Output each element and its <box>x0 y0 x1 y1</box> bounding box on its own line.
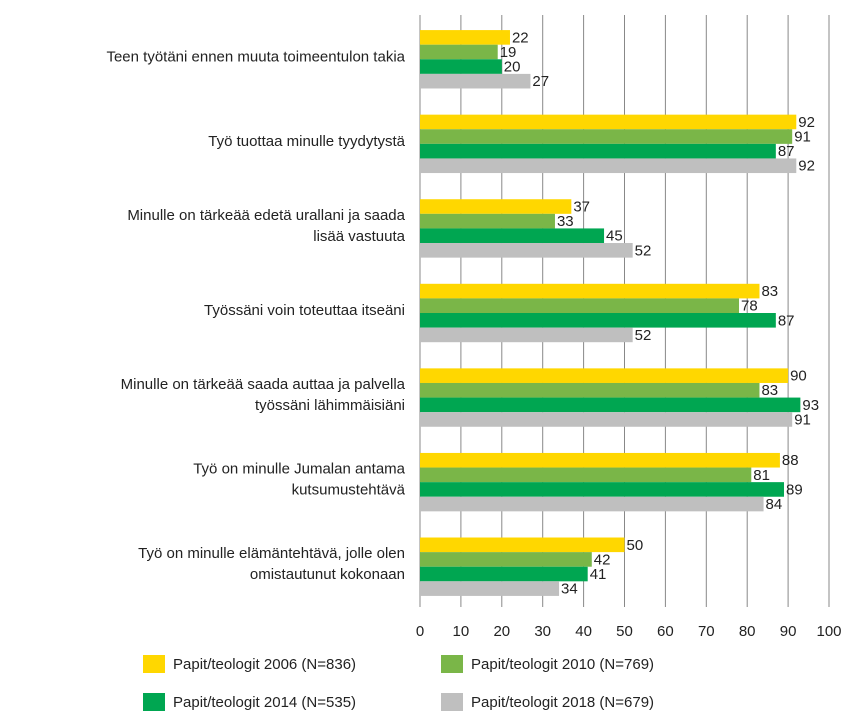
data-label: 89 <box>786 481 803 498</box>
bar <box>420 213 555 229</box>
legend-swatch <box>441 693 463 711</box>
bar <box>420 73 531 89</box>
category-label: Minulle on tärkeää saada auttaa ja palve… <box>121 376 406 393</box>
data-label: 83 <box>761 382 778 399</box>
bar <box>420 298 740 313</box>
bar <box>420 283 760 299</box>
legend-swatch <box>143 693 165 711</box>
bar <box>420 59 502 74</box>
data-label: 22 <box>512 29 529 46</box>
legend-label: Papit/teologit 2006 (N=836) <box>173 656 356 673</box>
data-label: 78 <box>741 298 758 315</box>
data-label: 50 <box>627 537 644 554</box>
category-label: Työ tuottaa minulle tyydytystä <box>208 133 405 150</box>
data-label: 27 <box>532 73 549 90</box>
bar <box>420 537 625 553</box>
x-tick-label: 70 <box>698 623 715 640</box>
bar <box>420 327 633 343</box>
x-tick-label: 20 <box>493 623 510 640</box>
bar <box>420 382 760 398</box>
bar <box>420 114 797 130</box>
data-label: 52 <box>635 327 652 344</box>
x-tick-label: 60 <box>657 623 674 640</box>
category-label: Työ on minulle Jumalan antama <box>193 461 405 478</box>
data-label: 92 <box>798 158 815 175</box>
legend-swatch <box>143 655 165 673</box>
bar <box>420 243 633 258</box>
category-label: omistautunut kokonaan <box>250 566 405 583</box>
data-label: 87 <box>778 143 795 160</box>
x-tick-label: 50 <box>616 623 633 640</box>
data-label: 45 <box>606 228 623 245</box>
bar <box>420 228 605 244</box>
legend-label: Papit/teologit 2018 (N=679) <box>471 694 654 711</box>
legend-label: Papit/teologit 2014 (N=535) <box>173 694 356 711</box>
data-label: 90 <box>790 368 807 385</box>
category-label: työssäni lähimmäisiäni <box>255 397 405 414</box>
x-tick-label: 10 <box>453 623 470 640</box>
data-label: 93 <box>802 397 819 414</box>
bar <box>420 158 797 174</box>
bar <box>420 552 592 567</box>
data-label: 20 <box>504 59 521 76</box>
bar <box>420 368 789 383</box>
data-label: 33 <box>557 213 574 230</box>
bar <box>420 452 780 468</box>
bar <box>420 412 793 427</box>
bar <box>420 496 764 512</box>
data-label: 19 <box>500 44 517 61</box>
bar <box>420 566 588 582</box>
data-label: 83 <box>761 283 778 300</box>
category-label: kutsumustehtävä <box>292 482 406 499</box>
x-tick-label: 100 <box>816 623 841 640</box>
bar <box>420 397 801 413</box>
category-label: Minulle on tärkeää edetä urallani ja saa… <box>127 207 405 224</box>
bar <box>420 129 793 144</box>
x-tick-label: 40 <box>575 623 592 640</box>
bar <box>420 467 752 483</box>
x-tick-label: 80 <box>739 623 756 640</box>
legend-label: Papit/teologit 2010 (N=769) <box>471 656 654 673</box>
data-label: 91 <box>794 129 811 146</box>
category-label: lisää vastuuta <box>313 228 405 245</box>
bar <box>420 482 785 497</box>
x-tick-label: 30 <box>534 623 551 640</box>
legend-swatch <box>441 655 463 673</box>
bar <box>420 44 498 60</box>
category-label: Työ on minulle elämäntehtävä, jolle olen <box>138 545 405 562</box>
bar <box>420 30 510 45</box>
data-label: 91 <box>794 411 811 428</box>
category-label: Työssäni voin toteuttaa itseäni <box>204 302 405 319</box>
data-label: 34 <box>561 581 578 598</box>
data-label: 81 <box>753 467 770 484</box>
data-label: 37 <box>573 198 590 215</box>
data-label: 84 <box>766 496 783 513</box>
data-label: 87 <box>778 312 795 329</box>
category-label: Teen työtäni ennen muuta toimeentulon ta… <box>106 48 405 65</box>
x-tick-label: 90 <box>780 623 797 640</box>
data-label: 41 <box>590 566 607 583</box>
bar <box>420 581 560 596</box>
bar <box>420 313 776 328</box>
x-tick-label: 0 <box>416 623 424 640</box>
data-label: 88 <box>782 452 799 469</box>
bar <box>420 143 776 159</box>
data-label: 52 <box>635 242 652 259</box>
bar <box>420 199 572 214</box>
data-label: 42 <box>594 551 611 568</box>
data-label: 92 <box>798 114 815 131</box>
